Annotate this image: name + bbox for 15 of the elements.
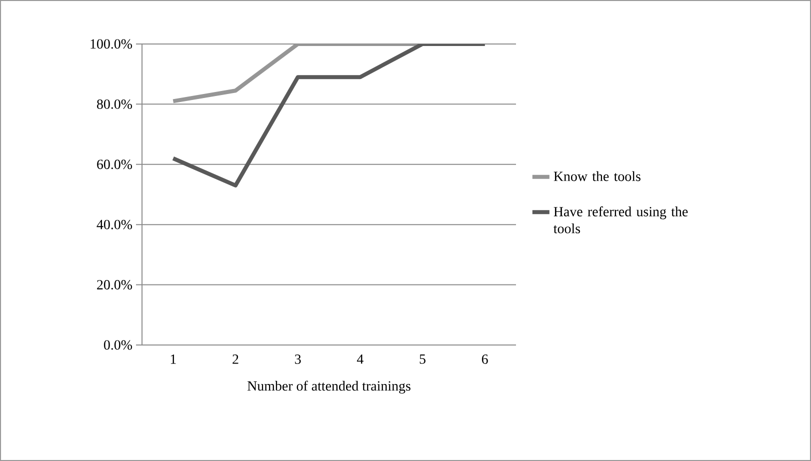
x-tick-label: 4 bbox=[356, 354, 364, 364]
y-tick-label: 0.0% bbox=[104, 340, 132, 350]
x-tick-label: 5 bbox=[420, 354, 426, 364]
y-tick-label: 40.0% bbox=[96, 220, 132, 230]
legend-label: Know the tools bbox=[554, 171, 640, 182]
legend-label: Have referred using the tools bbox=[554, 206, 688, 234]
y-tick-label: 100.0% bbox=[90, 39, 132, 49]
x-tick-label: 3 bbox=[295, 354, 301, 364]
x-tick-label: 1 bbox=[170, 354, 176, 364]
y-tick-label: 80.0% bbox=[96, 99, 132, 109]
x-tick-label: 2 bbox=[232, 354, 238, 364]
x-tick-label: 6 bbox=[482, 354, 488, 364]
y-tick-label: 60.0% bbox=[97, 160, 132, 170]
y-tick-label: 20.0% bbox=[97, 280, 132, 290]
x-axis-title: Number of attended trainings bbox=[247, 380, 410, 394]
